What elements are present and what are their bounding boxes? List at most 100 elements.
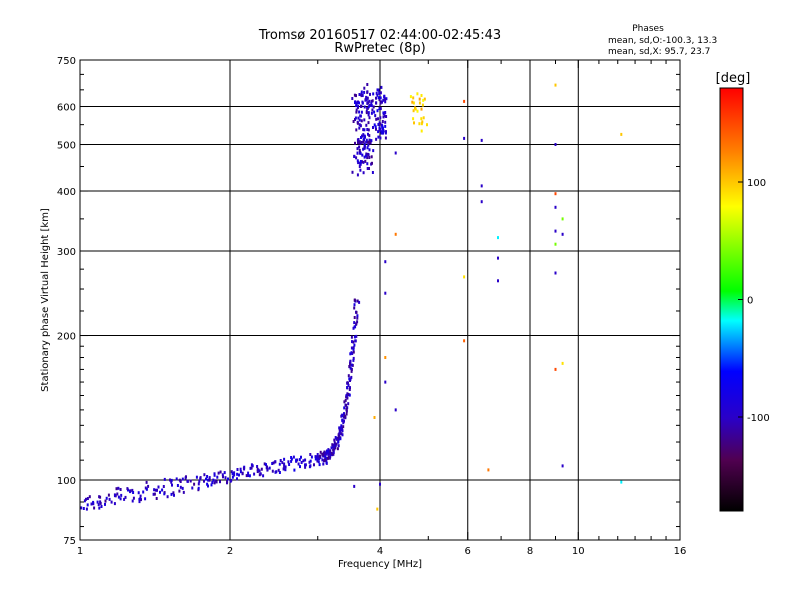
data-point <box>99 501 102 505</box>
y-tick-label: 750 <box>57 56 76 67</box>
data-point <box>173 493 175 497</box>
data-point <box>372 126 374 129</box>
data-point <box>233 473 236 477</box>
data-point <box>170 480 173 484</box>
data-point <box>117 486 120 490</box>
x-axis-ticks: 1 2 4 6 8 10 16 <box>77 60 686 557</box>
data-point <box>384 111 387 114</box>
data-point <box>358 140 361 144</box>
data-point <box>110 500 113 504</box>
data-point <box>384 100 387 104</box>
data-point <box>379 91 382 95</box>
data-point <box>368 148 371 152</box>
data-point <box>412 109 415 113</box>
data-point <box>368 141 371 144</box>
data-point <box>364 159 367 163</box>
data-point <box>347 393 350 396</box>
data-point <box>139 494 142 498</box>
data-point <box>366 167 369 170</box>
y-tick-label: 75 <box>63 536 76 547</box>
data-point <box>421 103 424 107</box>
data-point <box>366 83 369 86</box>
y-axis-ticks: 75 100 200 300 400 500 600 750 <box>57 56 680 547</box>
data-point <box>314 455 317 459</box>
data-point <box>328 456 331 460</box>
data-point <box>323 454 326 458</box>
data-point <box>497 236 499 240</box>
data-point <box>316 459 319 463</box>
data-point <box>207 478 210 482</box>
data-point <box>107 493 110 497</box>
data-point <box>179 480 182 483</box>
data-point <box>384 260 387 264</box>
data-point <box>292 455 295 459</box>
data-point <box>366 140 369 144</box>
data-point <box>366 106 369 110</box>
chart-title: Tromsø 20160517 02:44:00-02:45:43 <box>258 28 501 43</box>
data-point <box>367 121 370 125</box>
data-point <box>277 468 280 472</box>
data-point <box>145 487 148 491</box>
data-point <box>247 474 249 477</box>
data-point <box>357 141 359 145</box>
data-point <box>290 459 293 463</box>
data-point <box>105 496 108 500</box>
data-point <box>336 447 339 451</box>
data-point <box>129 489 132 493</box>
y-tick-label: 100 <box>57 476 76 487</box>
data-point <box>353 343 356 347</box>
data-point <box>155 497 158 500</box>
data-point <box>358 93 361 96</box>
data-point <box>346 396 349 400</box>
data-point <box>360 140 363 144</box>
data-point <box>256 465 259 468</box>
data-points <box>80 83 623 511</box>
data-point <box>366 128 369 131</box>
data-point <box>384 130 387 134</box>
data-point <box>224 476 227 480</box>
data-point <box>330 451 333 455</box>
data-point <box>352 346 355 350</box>
data-point <box>345 412 348 416</box>
data-point <box>352 358 355 362</box>
data-point <box>343 400 346 404</box>
data-point <box>116 492 119 496</box>
x-tick-label: 2 <box>227 546 233 557</box>
y-tick-label: 400 <box>57 187 76 198</box>
data-point <box>351 340 353 344</box>
data-point <box>358 123 361 127</box>
data-point <box>554 192 557 196</box>
data-point <box>115 487 118 491</box>
data-point <box>382 111 385 115</box>
data-point <box>370 104 373 108</box>
data-point <box>332 452 335 456</box>
data-point <box>93 506 96 510</box>
data-point <box>371 171 374 174</box>
data-point <box>377 117 379 121</box>
data-point <box>412 117 415 121</box>
data-point <box>463 339 466 343</box>
data-point <box>239 467 242 471</box>
data-point <box>361 160 363 164</box>
data-point <box>347 402 350 406</box>
data-point <box>349 386 351 390</box>
data-point <box>363 144 366 148</box>
data-point <box>363 142 366 146</box>
data-point <box>342 421 345 425</box>
data-point <box>358 126 361 130</box>
data-point <box>357 105 360 108</box>
x-tick-label: 10 <box>572 546 585 557</box>
data-point <box>363 90 366 94</box>
data-point <box>375 127 377 131</box>
data-point <box>367 152 369 156</box>
data-point <box>353 335 356 339</box>
data-point <box>309 453 312 456</box>
data-point <box>266 468 269 472</box>
data-point <box>349 352 352 356</box>
data-point <box>366 162 369 166</box>
data-point <box>354 141 356 145</box>
data-point <box>186 479 189 483</box>
data-point <box>379 136 382 140</box>
data-point <box>108 497 111 501</box>
colorbar-label: [deg] <box>716 71 751 86</box>
